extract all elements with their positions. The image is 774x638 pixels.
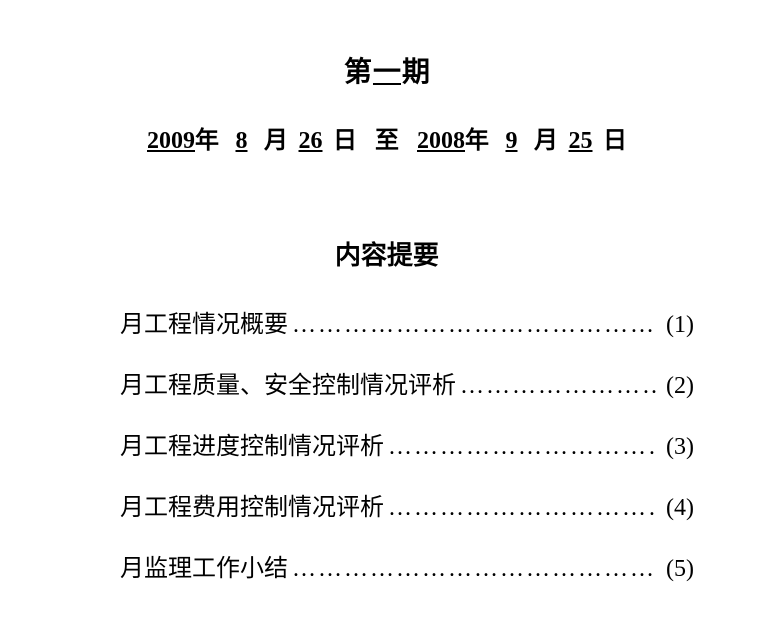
toc-title: 内容提要 [40,235,734,272]
toc-item-page: (1) [658,307,694,343]
from-day: 26 [288,128,333,155]
toc-item: 月工程费用控制情况评析 …………………………………… (4) [120,490,694,526]
toc-item: 月监理工作小结 …………………………………… (5) [120,551,694,587]
day-label-1: 日 [333,128,357,154]
issue-number: 一 [372,50,402,90]
toc-item-page: (4) [658,490,694,526]
toc-item: 月工程进度控制情况评析 …………………………………… (3) [120,429,694,465]
issue-prefix: 第 [344,57,372,88]
toc-dots: …………………………………… [288,551,658,587]
to-month: 9 [489,128,534,155]
toc-dots: …………………………………… [456,368,658,404]
from-year: 2009 [147,128,195,155]
toc-dots: …………………………………… [288,307,658,343]
toc-item-label: 月工程费用控制情况评析 [120,490,384,526]
toc-item-page: (5) [658,551,694,587]
from-month: 8 [219,128,264,155]
month-label-2: 月 [534,128,558,154]
toc-list: 月工程情况概要 …………………………………… (1) 月工程质量、安全控制情况评… [40,307,734,587]
toc-item-page: (3) [658,429,694,465]
toc-dots: …………………………………… [384,490,658,526]
toc-item-label: 月监理工作小结 [120,551,288,587]
year-label-1: 年 [195,128,219,154]
issue-suffix: 期 [402,57,430,88]
to-year: 2008 [417,128,465,155]
month-label-1: 月 [264,128,288,154]
toc-item: 月工程情况概要 …………………………………… (1) [120,307,694,343]
toc-dots: …………………………………… [384,429,658,465]
toc-item-label: 月工程质量、安全控制情况评析 [120,368,456,404]
date-range: 2009 年 8 月 26 日 至 2008 年 9 月 25 日 [40,120,734,155]
toc-item-label: 月工程进度控制情况评析 [120,429,384,465]
day-label-2: 日 [603,128,627,154]
to-day: 25 [558,128,603,155]
date-separator: 至 [375,128,399,154]
year-label-2: 年 [465,128,489,154]
toc-item-label: 月工程情况概要 [120,307,288,343]
toc-item: 月工程质量、安全控制情况评析 …………………………………… (2) [120,368,694,404]
toc-item-page: (2) [658,368,694,404]
issue-header: 第 一 期 [40,50,734,90]
